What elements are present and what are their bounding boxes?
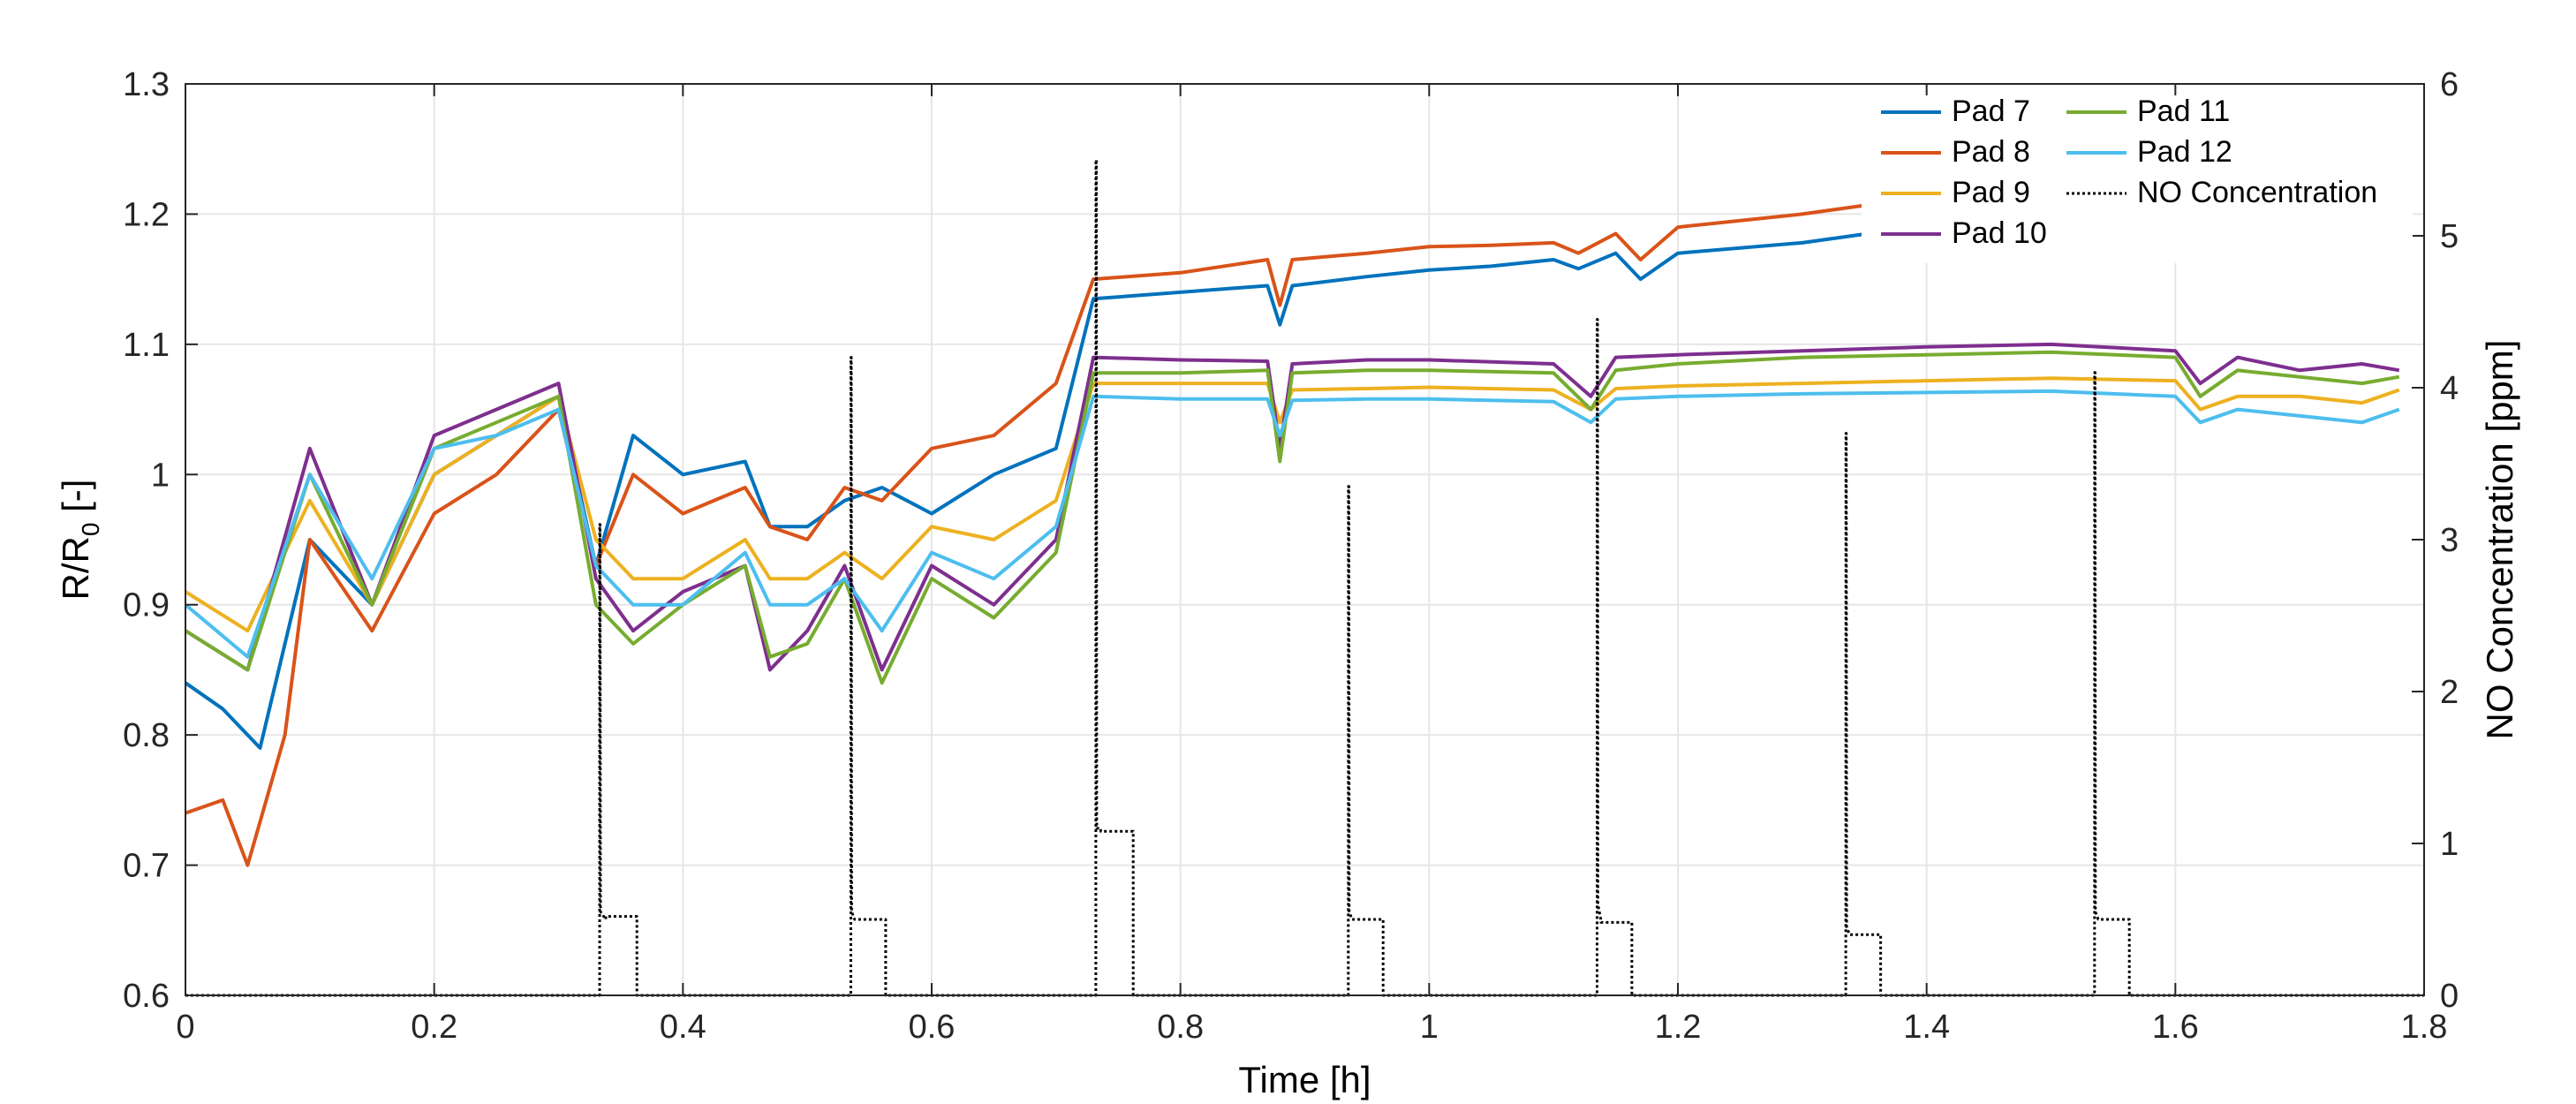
y-axis-label-unit: [-] bbox=[55, 480, 96, 523]
tick-labels: 0 0.2 0.4 0.6 0.8 1 1.2 1.4 1.6 1.8 0.6 0.7 0.8 0.9 1 1… bbox=[123, 66, 2459, 1046]
y-axis-label-main: R/R bbox=[55, 536, 96, 600]
y-tick-label-right: 3 bbox=[2440, 522, 2459, 559]
y-tick-label-left: 0.6 bbox=[123, 978, 170, 1015]
legend-label: NO Concentration bbox=[2137, 176, 2377, 209]
y-tick-label-right: 6 bbox=[2440, 66, 2459, 103]
x-tick-label: 0.6 bbox=[909, 1009, 956, 1046]
legend-background bbox=[1862, 95, 2413, 263]
x-tick-label: 1.8 bbox=[2401, 1009, 2448, 1046]
x-tick-label: 1.6 bbox=[2152, 1009, 2199, 1046]
y-tick-label-left: 1 bbox=[151, 457, 170, 494]
x-tick-label: 1.2 bbox=[1655, 1009, 1702, 1046]
y-tick-label-left: 0.7 bbox=[123, 848, 170, 885]
series-line-pad-10 bbox=[184, 342, 2400, 672]
y-tick-label-left: 0.9 bbox=[123, 587, 170, 624]
legend-label: Pad 9 bbox=[1952, 176, 2030, 209]
y-axis-label-subscript: 0 bbox=[77, 523, 104, 537]
x-tick-label: 1.4 bbox=[1903, 1009, 1950, 1046]
x-tick-label: 0.4 bbox=[660, 1009, 706, 1046]
legend-label: Pad 7 bbox=[1952, 95, 2030, 128]
y-tick-label-right: 2 bbox=[2440, 674, 2459, 711]
series-line-pad-12 bbox=[184, 389, 2400, 659]
legend-label: Pad 12 bbox=[2137, 135, 2232, 169]
series-layer bbox=[184, 158, 2424, 997]
series-line-no-concentration bbox=[185, 158, 2424, 997]
y-tick-label-right: 1 bbox=[2440, 826, 2459, 863]
x-tick-label: 0.8 bbox=[1157, 1009, 1204, 1046]
x-tick-label: 0 bbox=[176, 1009, 194, 1046]
x-tick-label: 0.2 bbox=[411, 1009, 457, 1046]
tick-marks bbox=[185, 83, 2425, 996]
y-tick-label-right: 0 bbox=[2440, 978, 2459, 1015]
y-tick-label-left: 1.3 bbox=[123, 66, 170, 103]
legend-label: Pad 8 bbox=[1952, 135, 2030, 169]
y-tick-label-left: 1.2 bbox=[123, 196, 170, 233]
legend-label: Pad 11 bbox=[2137, 95, 2230, 128]
y-tick-label-left: 1.1 bbox=[123, 327, 170, 364]
series-line-pad-8 bbox=[185, 201, 1877, 867]
y-tick-label-right: 5 bbox=[2440, 218, 2459, 255]
y-axis-label-right: NO Concentration [ppm] bbox=[2479, 340, 2520, 740]
y-tick-label-left: 0.8 bbox=[123, 717, 170, 754]
x-axis-label: Time [h] bbox=[1238, 1059, 1371, 1100]
y-tick-label-right: 4 bbox=[2440, 370, 2459, 407]
legend-label: Pad 10 bbox=[1952, 216, 2047, 250]
x-tick-label: 1 bbox=[1420, 1009, 1439, 1046]
legend: Pad 7 Pad 8 Pad 9 Pad 10 Pad 11 Pad 12 NO Conc… bbox=[1862, 95, 2413, 263]
y-axis-label-left: R/R0 [-] bbox=[55, 480, 104, 601]
